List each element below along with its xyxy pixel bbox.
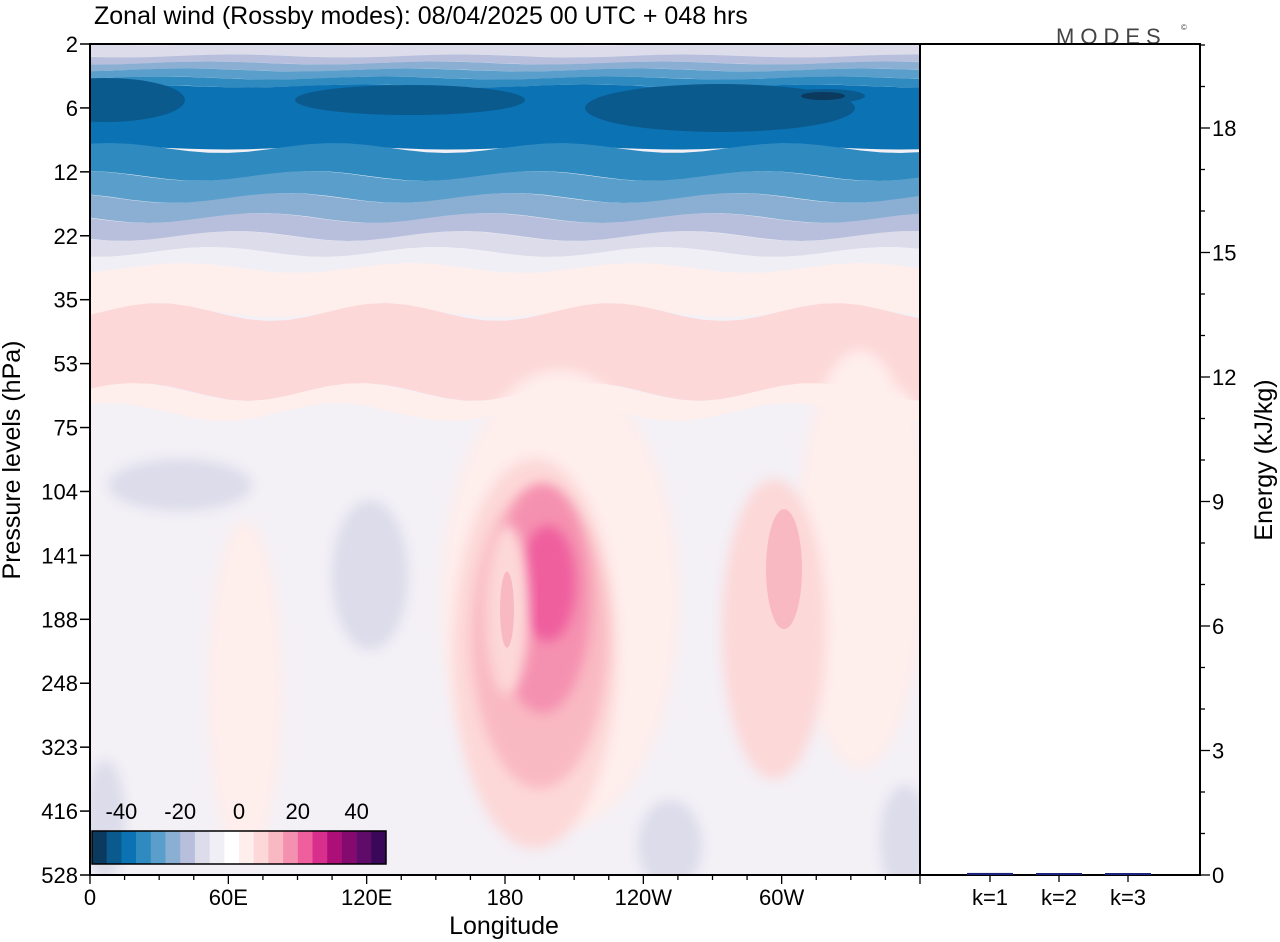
wind-band <box>90 68 920 80</box>
colorbar: -40 -20 0 20 40 <box>91 799 387 865</box>
colorbar-label: 0 <box>233 799 245 824</box>
energy-tick-label: 0 <box>1212 863 1224 888</box>
wind-contour <box>332 500 408 650</box>
y-axis-label: Pressure levels (hPa) <box>0 341 26 580</box>
colorbar-cell <box>327 831 343 864</box>
x-tick-label: 180 <box>487 885 524 910</box>
colorbar-cell <box>136 831 152 864</box>
colorbar-cell <box>268 831 284 864</box>
energy-category-label: k=1 <box>972 885 1008 910</box>
colorbar-label: -20 <box>164 799 196 824</box>
colorbar-cell <box>253 831 269 864</box>
y-tick-label: 6 <box>66 96 78 121</box>
easterly-core <box>90 78 185 122</box>
y-tick-label: 2 <box>66 32 78 57</box>
colorbar-cell <box>312 831 328 864</box>
colorbar-cell <box>341 831 357 864</box>
colorbar-cell <box>180 831 196 864</box>
colorbar-cell <box>224 831 240 864</box>
wind-band <box>90 213 920 241</box>
wind-band <box>90 61 920 72</box>
energy-tick-label: 15 <box>1212 241 1236 266</box>
colorbar-cell <box>371 831 387 864</box>
colorbar-label: -40 <box>106 799 138 824</box>
y-tick-label: 75 <box>54 416 78 441</box>
colorbar-cell <box>283 831 299 864</box>
energy-category-label: k=2 <box>1041 885 1077 910</box>
y-tick-label: 323 <box>41 735 78 760</box>
y-tick-label: 104 <box>41 479 78 504</box>
wind-contour <box>766 509 803 630</box>
wind-band <box>90 247 920 273</box>
wind-contour <box>207 520 283 860</box>
wind-band <box>90 231 920 257</box>
colorbar-cells <box>92 831 387 864</box>
wind-contour <box>108 459 252 511</box>
energy-tick-label: 12 <box>1212 365 1236 390</box>
energy-axes: 0 3 6 9 12 15 18 k=1 k=2 k=3 <box>972 44 1236 910</box>
wind-band <box>90 54 920 65</box>
wind-contour <box>880 390 920 530</box>
x-tick-label: 60E <box>209 885 248 910</box>
colorbar-frame <box>91 830 387 865</box>
x-tick-label: 0 <box>84 885 96 910</box>
wind-band <box>90 171 920 203</box>
energy-tick-label: 3 <box>1212 739 1224 764</box>
energy-axis-label: Energy (kJ/kg) <box>1250 379 1278 540</box>
y-tick-label: 12 <box>54 160 78 185</box>
wind-contour <box>638 800 702 875</box>
easterly-core <box>295 85 525 115</box>
wind-band <box>90 303 920 401</box>
colorbar-cell <box>106 831 122 864</box>
colorbar-cell <box>297 831 313 864</box>
x-tick-label: 120E <box>341 885 392 910</box>
y-tick-label: 35 <box>54 288 78 313</box>
wind-band <box>90 263 920 317</box>
stratospheric-bands <box>90 44 920 421</box>
x-tick-label: 120W <box>615 885 673 910</box>
colorbar-cell <box>150 831 166 864</box>
energy-category-label: k=3 <box>1110 885 1146 910</box>
x-tick-label: 60W <box>759 885 804 910</box>
colorbar-labels: -40 -20 0 20 40 <box>106 799 369 824</box>
x-axis-label: Longitude <box>449 912 559 940</box>
wind-contour <box>519 525 576 642</box>
y-tick-label: 528 <box>41 863 78 888</box>
energy-tick-label: 6 <box>1212 614 1224 639</box>
wind-contour <box>500 571 514 648</box>
y-tick-label: 53 <box>54 352 78 377</box>
energy-bar <box>1105 873 1151 875</box>
energy-bar <box>1036 873 1082 875</box>
easterly-core <box>801 92 845 100</box>
colorbar-cell <box>239 831 254 864</box>
y-tick-label: 188 <box>41 607 78 632</box>
logo-mark: © <box>1181 23 1187 32</box>
wind-contour <box>880 785 920 875</box>
colorbar-cell <box>121 831 137 864</box>
wind-features <box>90 350 920 875</box>
energy-tick-label: 18 <box>1212 116 1236 141</box>
energy-bar <box>967 872 1013 875</box>
colorbar-cell <box>165 831 181 864</box>
chart-title: Zonal wind (Rossby modes): 08/04/2025 00… <box>94 2 748 30</box>
y-tick-label: 141 <box>41 543 78 568</box>
wind-band <box>90 44 920 58</box>
wind-band <box>90 193 920 223</box>
colorbar-cell <box>209 831 225 864</box>
y-tick-label: 248 <box>41 671 78 696</box>
colorbar-label: 20 <box>286 799 310 824</box>
wind-cross-section <box>90 44 920 875</box>
y-tick-label: 416 <box>41 799 78 824</box>
colorbar-cell <box>356 831 372 864</box>
energy-tick-label: 9 <box>1212 490 1224 515</box>
colorbar-cell <box>194 831 210 864</box>
energy-bars <box>967 872 1151 875</box>
colorbar-label: 40 <box>344 799 368 824</box>
y-tick-label: 22 <box>54 224 78 249</box>
energy-panel-frame <box>919 43 1201 876</box>
colorbar-cell <box>92 831 107 864</box>
